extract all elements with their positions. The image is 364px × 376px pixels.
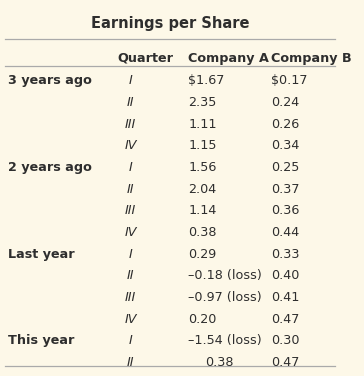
Text: $1.67: $1.67 [189,74,225,87]
Text: 1.56: 1.56 [189,161,217,174]
Text: 0.36: 0.36 [271,204,299,217]
Text: This year: This year [8,334,75,347]
Text: 0.37: 0.37 [271,183,300,196]
Text: 0.30: 0.30 [271,334,300,347]
Text: 2.04: 2.04 [189,183,217,196]
Text: Company B: Company B [271,52,352,65]
Text: 1.11: 1.11 [189,118,217,131]
Text: Quarter: Quarter [118,52,174,65]
Text: 0.20: 0.20 [189,312,217,326]
Text: II: II [127,96,134,109]
Text: Last year: Last year [8,247,75,261]
Text: 1.15: 1.15 [189,139,217,152]
Text: 0.26: 0.26 [271,118,299,131]
Text: III: III [125,204,136,217]
Text: 0.40: 0.40 [271,269,299,282]
Text: 0.33: 0.33 [271,247,300,261]
Text: $0.17: $0.17 [271,74,308,87]
Text: 0.44: 0.44 [271,226,299,239]
Text: IV: IV [124,312,137,326]
Text: II: II [127,183,134,196]
Text: –1.54 (loss): –1.54 (loss) [189,334,262,347]
Text: II: II [127,356,134,369]
Text: –0.18 (loss): –0.18 (loss) [189,269,262,282]
Text: IV: IV [124,226,137,239]
Text: 0.34: 0.34 [271,139,299,152]
Text: Company A: Company A [189,52,269,65]
Text: 1.14: 1.14 [189,204,217,217]
Text: Earnings per Share: Earnings per Share [91,15,249,30]
Text: 0.41: 0.41 [271,291,299,304]
Text: 0.38: 0.38 [205,356,234,369]
Text: III: III [125,291,136,304]
Text: –0.97 (loss): –0.97 (loss) [189,291,262,304]
Text: 0.38: 0.38 [189,226,217,239]
Text: I: I [128,74,132,87]
Text: 0.25: 0.25 [271,161,299,174]
Text: I: I [128,334,132,347]
Text: 0.47: 0.47 [271,312,299,326]
Text: 2.35: 2.35 [189,96,217,109]
Text: II: II [127,269,134,282]
Text: 3 years ago: 3 years ago [8,74,92,87]
Text: IV: IV [124,139,137,152]
Text: I: I [128,161,132,174]
Text: III: III [125,118,136,131]
Text: 0.47: 0.47 [271,356,299,369]
Text: I: I [128,247,132,261]
Text: 0.24: 0.24 [271,96,299,109]
Text: 0.29: 0.29 [189,247,217,261]
Text: 2 years ago: 2 years ago [8,161,92,174]
